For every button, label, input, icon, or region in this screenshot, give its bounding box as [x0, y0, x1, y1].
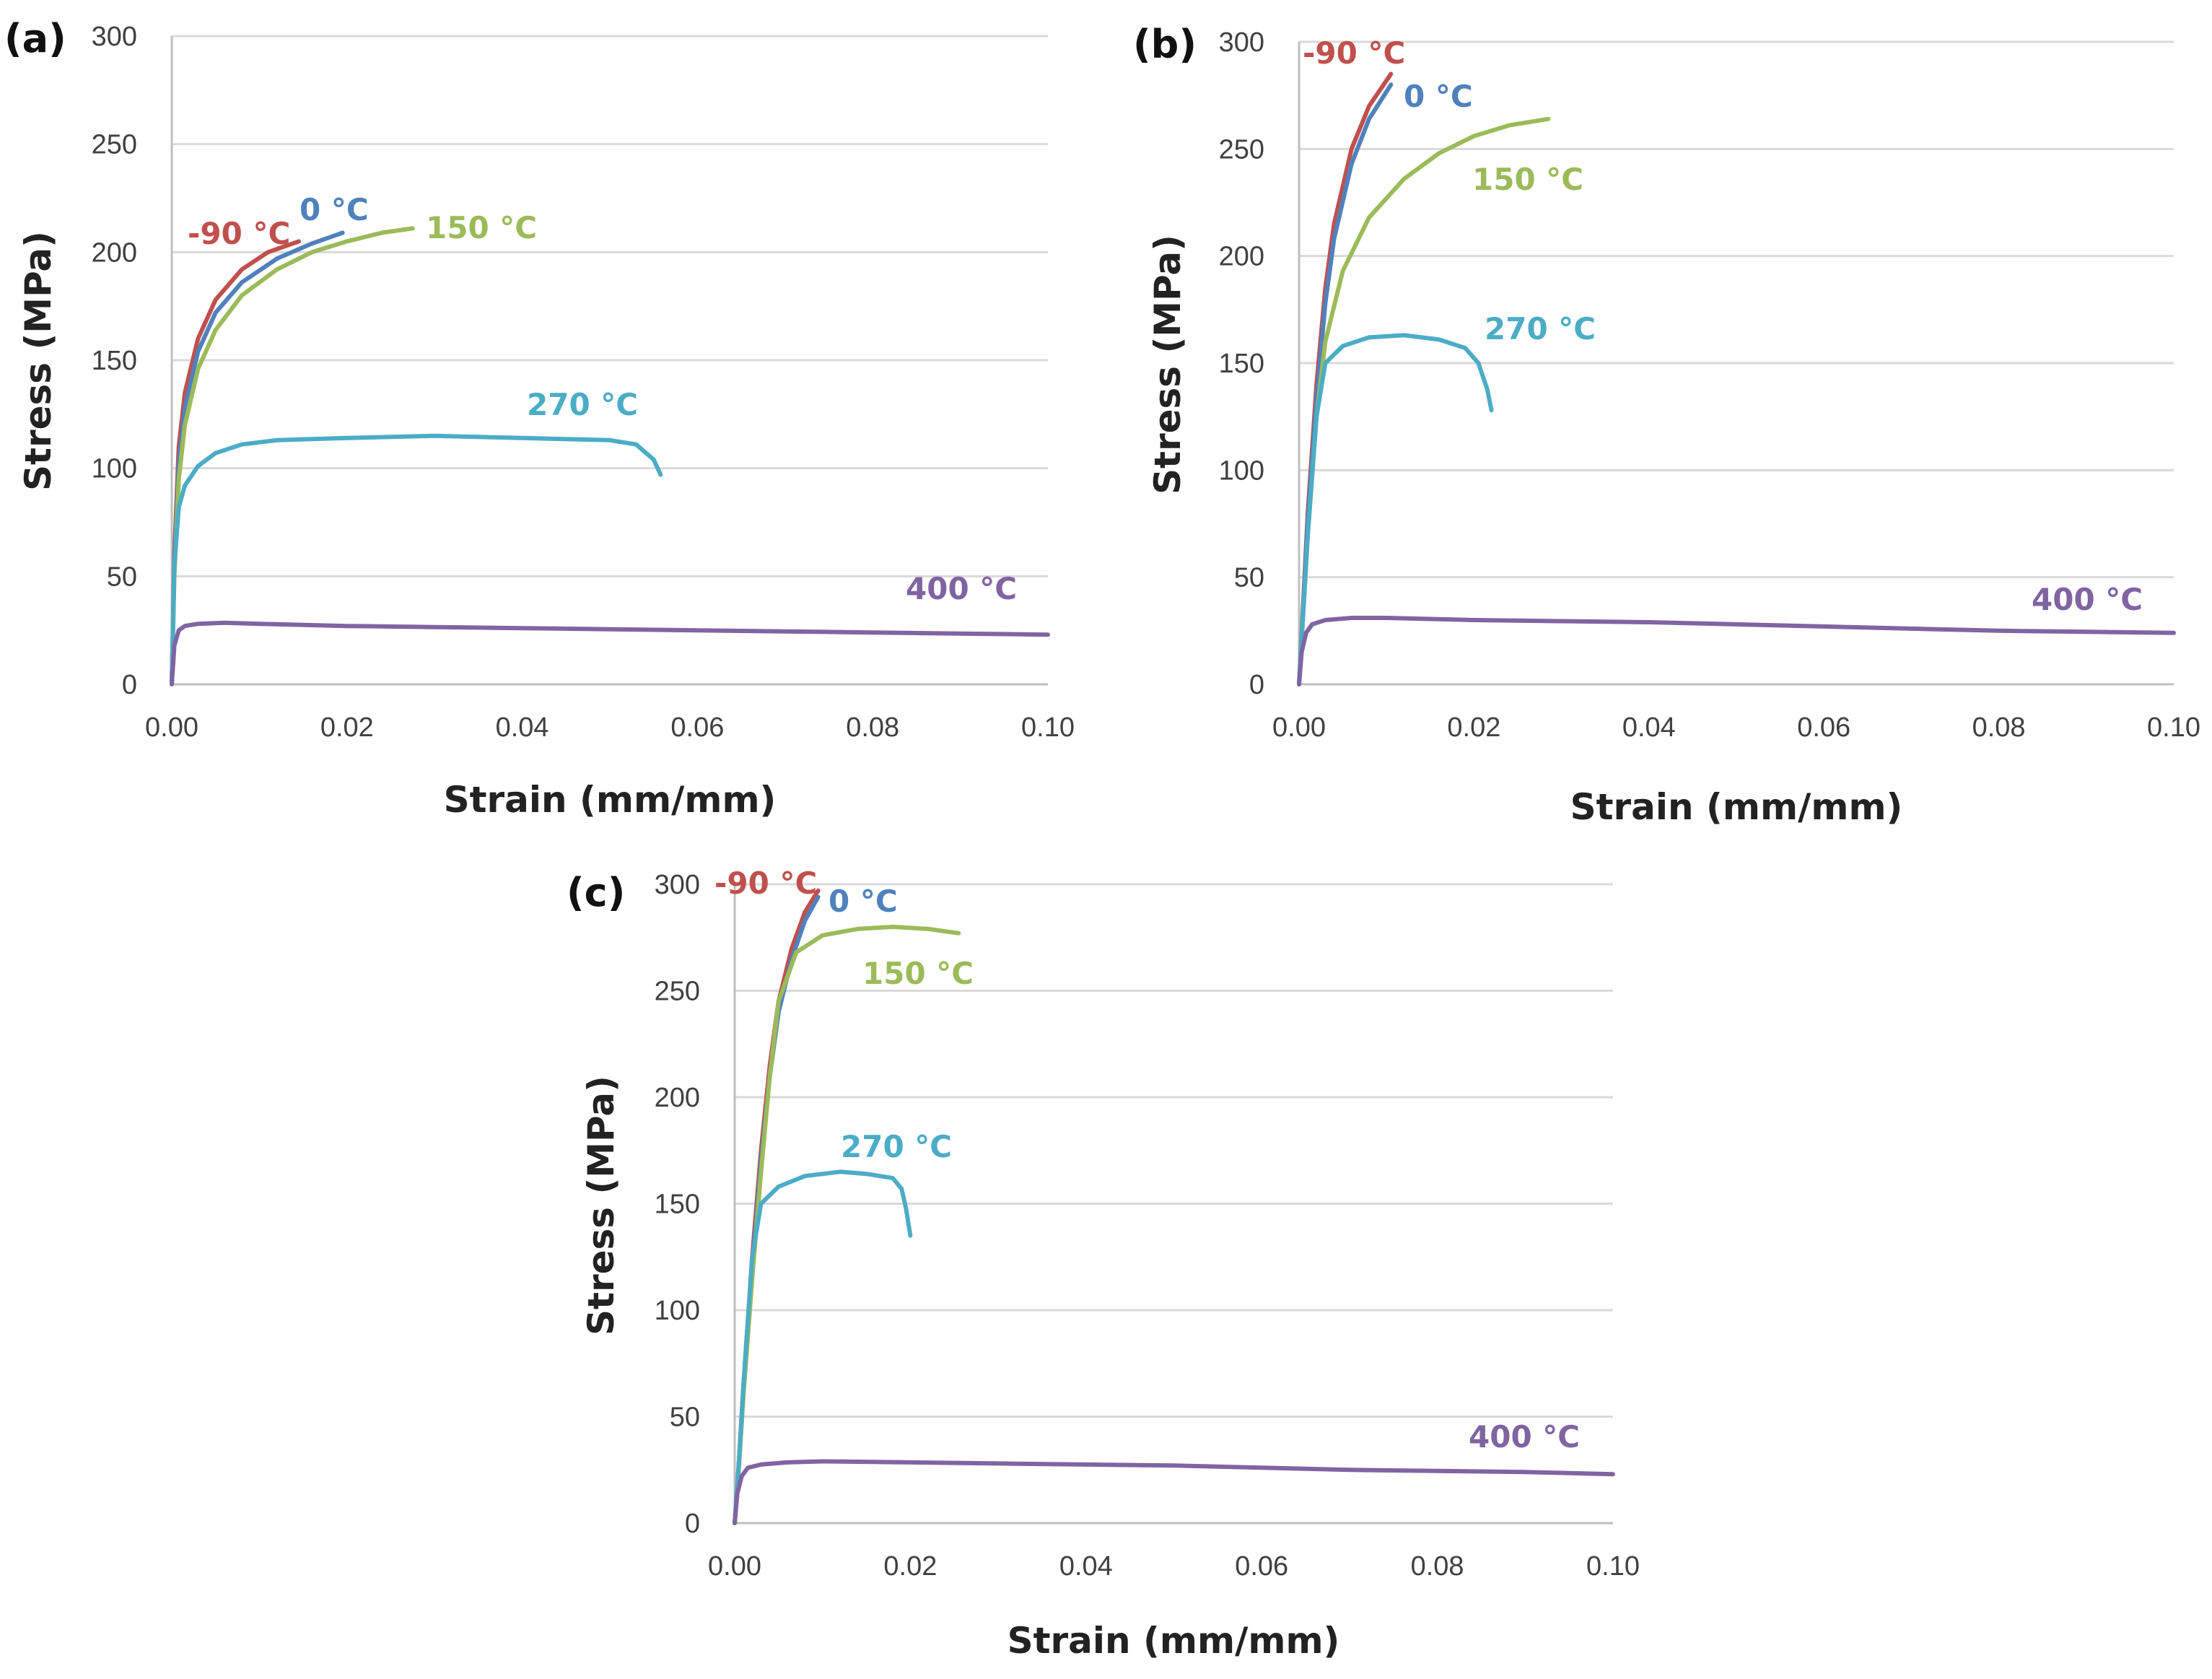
x-tick-label: 0.00	[145, 712, 198, 743]
series-line-4	[733, 1459, 1615, 1525]
series-label: 270 °C	[1485, 311, 1596, 346]
series-label: 0 °C	[300, 192, 369, 227]
x-tick-label: 0.04	[1622, 712, 1676, 743]
y-tick-label: 300	[655, 870, 700, 900]
x-axis-title: Strain (mm/mm)	[1570, 786, 1903, 828]
y-tick-label: 250	[655, 977, 700, 1007]
y-tick-label: 150	[655, 1190, 700, 1220]
x-tick-label: 0.00	[1272, 712, 1326, 743]
series-label: 150 °C	[862, 956, 974, 991]
series-label: 0 °C	[829, 884, 898, 919]
series-line-3	[170, 433, 663, 686]
series-line-4	[1297, 616, 2176, 686]
y-tick-label: 200	[655, 1083, 700, 1113]
series-label: -90 °C	[188, 216, 290, 251]
series-label: 270 °C	[841, 1129, 952, 1164]
x-tick-label: 0.10	[2147, 712, 2200, 743]
series-line-2	[1297, 116, 1551, 686]
y-tick-label: 50	[107, 562, 137, 592]
series-line-0	[1297, 71, 1394, 686]
series-label: 400 °C	[2032, 582, 2143, 617]
panel-c: 0 50 100 150 200 250 300 0.00 0.02 0.04 0.06 0.08 0.…	[567, 865, 1640, 1662]
x-tick-label: 0.06	[1235, 1551, 1288, 1582]
x-tick-label: 0.10	[1586, 1551, 1640, 1582]
series-line-2	[170, 226, 415, 686]
x-tick-label: 0.04	[1059, 1551, 1113, 1582]
series-line-3	[733, 1169, 913, 1525]
y-tick-label: 100	[92, 454, 137, 484]
series-label: 400 °C	[1469, 1419, 1580, 1455]
y-tick-label: 250	[92, 130, 137, 160]
series-label: -90 °C	[1303, 35, 1405, 71]
y-tick-label: 0	[122, 670, 137, 700]
series-label: -90 °C	[714, 865, 817, 901]
y-axis-title: Stress (MPa)	[17, 231, 59, 491]
y-tick-label: 0	[1249, 670, 1264, 700]
y-tick-label: 50	[670, 1403, 700, 1433]
series-label: 270 °C	[527, 387, 638, 422]
x-tick-label: 0.08	[1411, 1551, 1464, 1582]
y-tick-label: 300	[1219, 27, 1264, 58]
series-label: 400 °C	[906, 571, 1017, 606]
y-tick-label: 200	[92, 237, 137, 268]
y-tick-label: 300	[92, 22, 137, 52]
series-line-2	[733, 925, 961, 1525]
series-line-1	[170, 230, 345, 686]
series-line-3	[1297, 333, 1494, 686]
x-tick-label: 0.08	[846, 712, 899, 743]
y-tick-label: 100	[655, 1296, 700, 1326]
y-axis-title: Stress (MPa)	[1147, 235, 1189, 494]
series-label: 150 °C	[1472, 162, 1583, 197]
panel-b: 0 50 100 150 200 250 300 0.00 0.02 0.04 0.06 0.08 0.…	[1133, 22, 2200, 828]
y-tick-label: 150	[1219, 349, 1264, 379]
y-tick-label: 200	[1219, 242, 1264, 272]
panel-label: (a)	[4, 16, 66, 61]
x-axis-title: Strain (mm/mm)	[444, 779, 777, 821]
x-tick-label: 0.02	[883, 1551, 937, 1582]
y-tick-label: 0	[685, 1509, 700, 1539]
x-tick-label: 0.02	[1447, 712, 1500, 743]
x-axis-title: Strain (mm/mm)	[1007, 1620, 1340, 1662]
y-tick-label: 100	[1219, 455, 1264, 486]
series-label: 150 °C	[426, 210, 537, 245]
series-line-0	[733, 888, 821, 1525]
y-tick-label: 250	[1219, 134, 1264, 165]
panel-label: (b)	[1133, 22, 1197, 67]
series-line-0	[170, 239, 301, 686]
y-tick-label: 150	[92, 346, 137, 376]
x-tick-label: 0.06	[1797, 712, 1850, 743]
x-tick-label: 0.06	[670, 712, 724, 743]
x-tick-label: 0.02	[320, 712, 374, 743]
x-tick-label: 0.08	[1972, 712, 2026, 743]
series-line-4	[170, 620, 1050, 686]
series-label: 0 °C	[1404, 79, 1473, 114]
y-tick-label: 50	[1234, 563, 1264, 593]
y-axis-title: Stress (MPa)	[580, 1076, 622, 1335]
x-tick-label: 0.00	[708, 1551, 761, 1582]
panel-label: (c)	[567, 870, 625, 915]
x-tick-label: 0.10	[1021, 712, 1075, 743]
panel-a: 0 50 100 150 200 250 300 0.00 0.02 0.04 0.06 0.08 0.…	[4, 16, 1075, 821]
x-tick-label: 0.04	[496, 712, 549, 743]
